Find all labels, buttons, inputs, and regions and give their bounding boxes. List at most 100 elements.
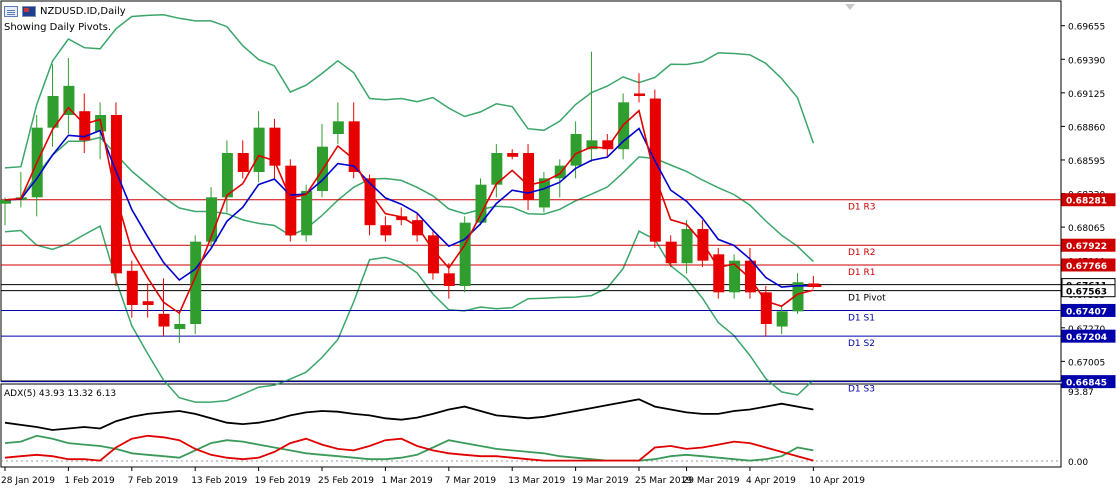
upper-band-line	[4, 14, 815, 169]
candle-body	[507, 153, 519, 157]
price-tick-label: 0.68860	[1068, 123, 1105, 133]
candle-body	[602, 140, 614, 150]
candle-body	[285, 165, 297, 236]
pivot-price-tag-label: 0.67407	[1066, 307, 1107, 317]
pivot-price-tag-label: 0.68281	[1066, 197, 1107, 207]
candle-body	[523, 153, 535, 200]
candle-body	[570, 134, 582, 166]
time-tick-label: 7 Feb 2019	[128, 476, 179, 486]
candle-body	[142, 301, 154, 305]
time-tick-label: 10 Apr 2019	[809, 476, 865, 486]
candle-body	[63, 85, 75, 115]
candle-body	[158, 313, 170, 327]
adx-main-line	[4, 398, 814, 431]
candle-body	[792, 282, 804, 312]
candle-body	[380, 225, 392, 236]
price-tick-label: 0.67005	[1068, 358, 1105, 368]
candle-body	[174, 324, 186, 330]
candle-body	[459, 222, 471, 286]
time-tick-label: 13 Mar 2019	[508, 476, 565, 486]
pivot-price-tag-label: 0.67922	[1066, 242, 1107, 252]
pivot-label: D1 S2	[848, 339, 875, 349]
pivot-price-tag-label: 0.67563	[1066, 288, 1107, 298]
pivot-label: D1 S1	[848, 313, 875, 323]
pivot-price-tag	[1061, 193, 1116, 207]
lower-band-line	[4, 225, 814, 403]
pivot-price-tag-label: 0.67204	[1066, 333, 1107, 343]
fast-ma-line	[4, 106, 814, 315]
candle-body	[79, 111, 91, 141]
candle-body	[586, 140, 598, 150]
candle-body	[110, 115, 122, 274]
adx-axis-top: 93.87	[1068, 388, 1094, 398]
candle-body	[491, 153, 503, 185]
time-tick-label: 19 Feb 2019	[255, 476, 311, 486]
candle-body	[47, 96, 59, 128]
symbol-title: NZDUSD.ID,Daily	[40, 6, 126, 17]
pivot-label: D1 R3	[848, 203, 876, 213]
pivot-price-tag	[1061, 303, 1116, 317]
candle-body	[697, 229, 709, 261]
candle-body	[713, 254, 725, 293]
middle-band-line	[4, 136, 814, 263]
time-tick-label: 1 Mar 2019	[381, 476, 433, 486]
time-tick-label: 7 Mar 2019	[445, 476, 497, 486]
time-tick-label: 19 Mar 2019	[572, 476, 629, 486]
pivot-price-tag	[1061, 284, 1116, 298]
candle-body	[301, 191, 313, 236]
candle-body	[206, 197, 218, 242]
candle-body	[348, 121, 360, 172]
chart-subtitle: Showing Daily Pivots.	[4, 22, 112, 33]
candle-body	[744, 260, 756, 293]
price-tick-label: 0.69125	[1068, 90, 1105, 100]
time-tick-label: 29 Mar 2019	[683, 476, 740, 486]
plus-di-line	[4, 434, 814, 462]
chart-shift-marker-icon[interactable]	[845, 4, 855, 10]
pivot-price-tag	[1061, 375, 1116, 389]
adx-pane-border	[0, 383, 1062, 468]
pivot-price-tag	[1061, 238, 1116, 252]
time-tick-label: 25 Feb 2019	[318, 476, 374, 486]
flag-icon	[22, 6, 36, 17]
candle-body	[126, 270, 138, 305]
main-pane-border	[0, 0, 1062, 382]
pivot-price-tag-label: 0.67766	[1066, 262, 1107, 272]
time-tick-label: 4 Apr 2019	[746, 476, 796, 486]
candle-body	[760, 292, 772, 324]
candle-body	[538, 178, 550, 208]
candle-body	[634, 93, 645, 96]
candle-body	[0, 199, 11, 204]
pivot-price-tag	[1061, 329, 1116, 343]
candle-body	[665, 241, 677, 264]
candle-body	[649, 98, 661, 242]
time-tick-label: 1 Feb 2019	[64, 476, 115, 486]
pivot-price-tag	[1061, 258, 1116, 272]
candle-body	[681, 229, 693, 264]
candle-body	[364, 178, 376, 226]
chart-icon[interactable]	[4, 6, 18, 17]
candle-body	[221, 153, 233, 198]
candle-body	[237, 153, 249, 172]
adx-indicator-label: ADX(5) 43.93 13.32 6.13	[4, 389, 116, 399]
candle-body	[443, 273, 455, 286]
price-tick-label: 0.68595	[1068, 157, 1105, 167]
pivot-label: D1 R2	[848, 248, 876, 258]
price-tick-label: 0.68065	[1068, 224, 1105, 234]
time-tick-label: 13 Feb 2019	[191, 476, 247, 486]
pivot-label: D1 R1	[848, 268, 876, 278]
time-tick-label: 25 Mar 2019	[635, 476, 692, 486]
candle-body	[332, 121, 344, 134]
candle-body	[269, 127, 281, 166]
candle-body	[776, 311, 788, 327]
candle-body	[475, 184, 487, 223]
candle-body	[729, 260, 741, 293]
candle-body	[427, 235, 439, 274]
slow-ma-line	[4, 127, 814, 288]
candle-body	[396, 216, 408, 221]
candle-body	[190, 241, 202, 324]
pivot-price-tag-label: 0.66845	[1066, 379, 1107, 389]
pivot-label: D1 Pivot	[848, 294, 886, 304]
candle-body	[253, 127, 265, 172]
